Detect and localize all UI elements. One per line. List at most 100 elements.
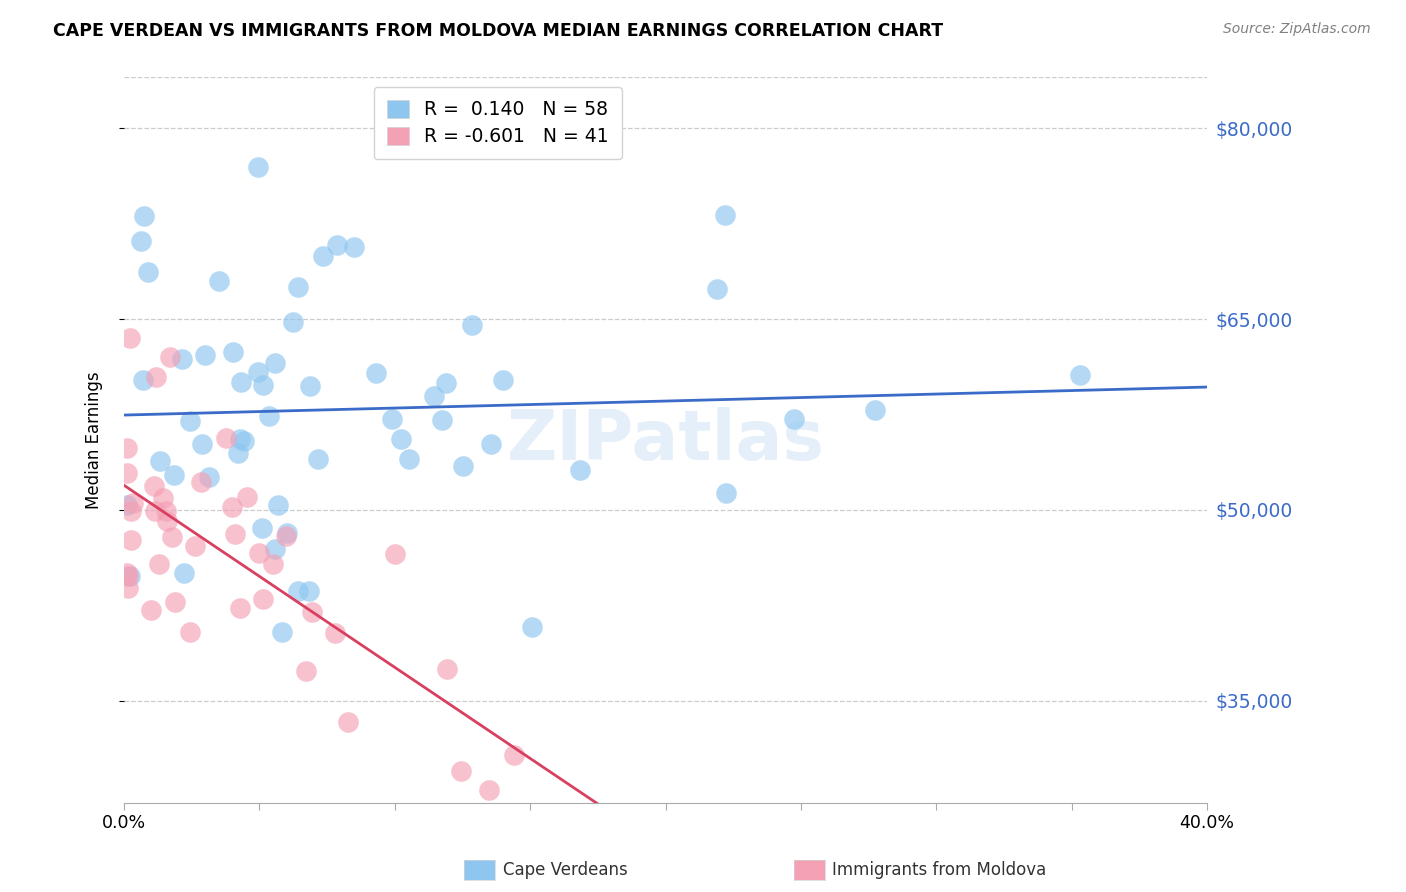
Point: [226, 446, 249, 460]
Point: [156, 515, 179, 529]
Point: [163, 595, 186, 609]
Point: [262, 557, 284, 571]
Point: [120, 568, 142, 582]
Point: [160, 530, 183, 544]
Point: [863, 402, 886, 417]
Point: [714, 485, 737, 500]
Point: [115, 467, 138, 481]
Point: [155, 504, 177, 518]
Point: [276, 526, 298, 541]
Point: [398, 451, 420, 466]
Point: [713, 208, 735, 222]
Text: Source: ZipAtlas.com: Source: ZipAtlas.com: [1223, 22, 1371, 37]
Point: [312, 249, 335, 263]
Point: [229, 432, 252, 446]
Point: [389, 432, 412, 446]
Point: [132, 373, 155, 387]
Point: [149, 454, 172, 468]
Point: [233, 434, 256, 448]
Point: [267, 498, 290, 512]
Point: [121, 496, 143, 510]
Point: [139, 603, 162, 617]
Point: [145, 370, 167, 384]
Point: [364, 366, 387, 380]
Point: [451, 458, 474, 473]
Point: [138, 265, 160, 279]
Point: [229, 375, 252, 389]
Point: [381, 411, 404, 425]
Point: [323, 626, 346, 640]
Point: [207, 274, 229, 288]
Point: [117, 581, 139, 595]
Point: [190, 475, 212, 489]
Point: [215, 431, 238, 445]
Point: [148, 558, 170, 572]
Point: [129, 234, 152, 248]
Point: [479, 436, 502, 450]
Point: [287, 280, 309, 294]
Point: [163, 468, 186, 483]
Point: [274, 529, 297, 543]
Point: [143, 504, 166, 518]
Point: [236, 490, 259, 504]
Point: [436, 662, 458, 676]
Point: [434, 376, 457, 391]
Point: [257, 409, 280, 423]
Point: [568, 463, 591, 477]
Point: [252, 592, 274, 607]
Point: [264, 356, 287, 370]
Point: [384, 547, 406, 561]
Point: [247, 546, 270, 560]
Point: [142, 479, 165, 493]
Point: [115, 441, 138, 455]
Point: [298, 584, 321, 599]
Point: [460, 318, 482, 333]
Text: Immigrants from Moldova: Immigrants from Moldova: [832, 861, 1046, 879]
Point: [179, 624, 201, 639]
Point: [307, 452, 329, 467]
Y-axis label: Median Earnings: Median Earnings: [86, 371, 103, 508]
Point: [229, 601, 252, 615]
Point: [115, 498, 138, 512]
Point: [287, 584, 309, 599]
Point: [120, 503, 142, 517]
Point: [132, 209, 155, 223]
Point: [184, 539, 207, 553]
Point: [117, 569, 139, 583]
Legend: R =  0.140   N = 58, R = -0.601   N = 41: R = 0.140 N = 58, R = -0.601 N = 41: [374, 87, 621, 160]
Point: [194, 348, 217, 362]
Point: [252, 377, 274, 392]
Point: [271, 625, 294, 640]
Point: [173, 566, 195, 580]
Point: [179, 415, 201, 429]
Point: [502, 747, 524, 762]
Point: [159, 350, 181, 364]
Point: [118, 331, 141, 345]
Text: ZIPatlas: ZIPatlas: [506, 407, 824, 474]
Point: [198, 470, 221, 484]
Point: [152, 491, 174, 505]
Point: [298, 378, 321, 392]
Point: [326, 237, 349, 252]
Point: [263, 541, 285, 556]
Point: [115, 566, 138, 580]
Text: Cape Verdeans: Cape Verdeans: [503, 861, 628, 879]
Point: [520, 619, 543, 633]
Point: [492, 374, 515, 388]
Point: [450, 764, 472, 778]
Point: [222, 345, 245, 359]
Text: CAPE VERDEAN VS IMMIGRANTS FROM MOLDOVA MEDIAN EARNINGS CORRELATION CHART: CAPE VERDEAN VS IMMIGRANTS FROM MOLDOVA …: [53, 22, 943, 40]
Point: [1069, 368, 1091, 383]
Point: [170, 351, 193, 366]
Point: [343, 240, 366, 254]
Point: [783, 411, 806, 425]
Point: [221, 500, 243, 515]
Point: [191, 437, 214, 451]
Point: [281, 315, 304, 329]
Point: [224, 527, 246, 541]
Point: [422, 388, 444, 402]
Point: [250, 521, 273, 535]
Point: [246, 160, 269, 174]
Point: [294, 664, 316, 678]
Point: [432, 412, 454, 426]
